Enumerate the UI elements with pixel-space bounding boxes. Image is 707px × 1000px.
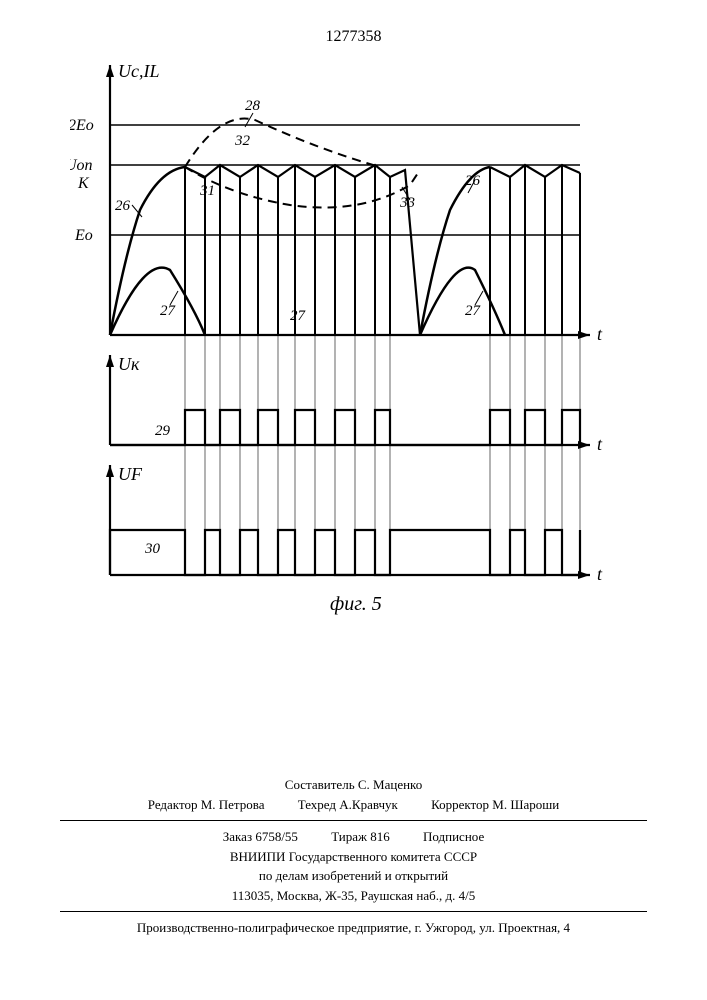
y-axis-label-3: UF (118, 464, 143, 484)
footer-org1: ВНИИПИ Государственного комитета СССР (60, 847, 647, 867)
label-27c: 27 (465, 303, 482, 319)
footer-corrector: Корректор М. Шароши (431, 795, 559, 815)
footer-org2: по делам изобретений и открытий (60, 866, 647, 886)
label-27a: 27 (160, 303, 177, 319)
footer-compiler: Составитель С. Маценко (60, 775, 647, 795)
figure-5: Uc,IL t 2Eo Uоп К Eo 26 27 28 32 31 33 (70, 55, 630, 625)
label-31: 31 (199, 183, 215, 199)
x-axis-label-3: t (597, 564, 603, 584)
ytick-Uop: Uоп (70, 157, 93, 174)
page-number: 1277358 (326, 28, 382, 46)
label-29: 29 (155, 423, 171, 439)
footer-addr: 113035, Москва, Ж-35, Раушская наб., д. … (60, 886, 647, 906)
figure-label: фиг. 5 (330, 593, 382, 615)
ytick-2Eo: 2Eo (70, 117, 94, 134)
label-26b: 26 (465, 173, 481, 189)
footer-techred: Техред А.Кравчук (298, 795, 398, 815)
chart-3: UF t 30 (106, 464, 603, 584)
x-axis-label-2: t (597, 434, 603, 454)
label-27b: 27 (290, 308, 307, 324)
label-28: 28 (245, 98, 261, 114)
chart-1: Uc,IL t 2Eo Uоп К Eo 26 27 28 32 31 33 (70, 61, 603, 344)
y-axis-label-2: Uк (118, 354, 140, 374)
ytick-K: К (77, 175, 90, 192)
x-axis-label-1: t (597, 324, 603, 344)
label-30: 30 (144, 541, 161, 557)
footer-printer: Производственно-полиграфическое предприя… (60, 918, 647, 938)
footer-order: Заказ 6758/55 (223, 827, 298, 847)
ytick-Eo: Eo (74, 227, 93, 244)
footer-block: Составитель С. Маценко Редактор М. Петро… (60, 775, 647, 938)
footer-edition: Тираж 816 (331, 827, 390, 847)
label-32: 32 (234, 133, 251, 149)
footer-editor: Редактор М. Петрова (148, 795, 265, 815)
y-axis-label-1: Uc,IL (118, 61, 160, 81)
footer-subscription: Подписное (423, 827, 484, 847)
label-26a: 26 (115, 198, 131, 214)
